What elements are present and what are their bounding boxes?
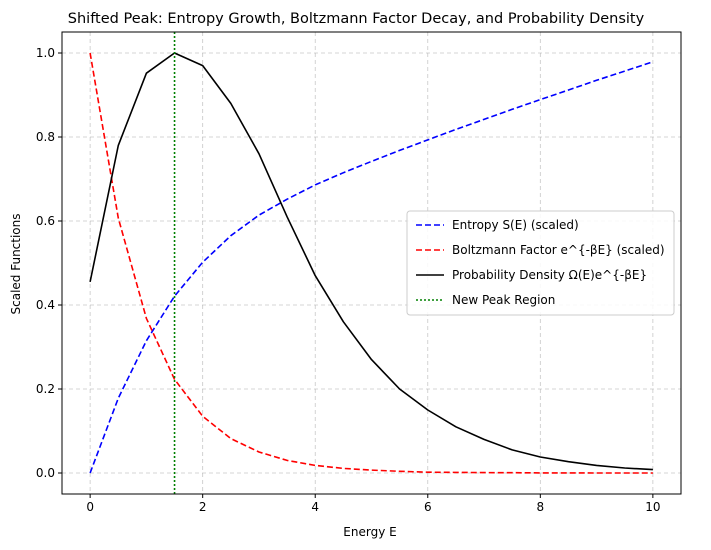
y-tick-label: 0.0 [36,466,55,480]
y-tick-label: 0.2 [36,382,55,396]
x-axis: 0 2 4 6 8 10 [86,494,661,514]
x-tick-label: 6 [424,500,432,514]
y-axis-title: Scaled Functions [9,213,23,314]
y-tick-label: 1.0 [36,46,55,60]
chart-title: Shifted Peak: Entropy Growth, Boltzmann … [68,11,645,27]
legend-frame [406,210,675,316]
legend-label: Probability Density Ω(E)e^{-βE} [452,268,647,282]
x-tick-label: 4 [311,500,319,514]
legend-label: New Peak Region [452,293,555,307]
legend: Entropy S(E) (scaled) Boltzmann Factor e^… [406,210,675,316]
x-axis-title: Energy E [343,525,396,539]
x-tick-label: 2 [199,500,207,514]
x-tick-label: 10 [645,500,660,514]
x-tick-label: 0 [86,500,94,514]
series-line-1 [89,52,653,474]
y-axis: 0.0 0.2 0.4 0.6 0.8 1.0 [36,46,62,480]
x-tick-label: 8 [536,500,544,514]
y-tick-label: 0.8 [36,130,55,144]
series-line-0 [89,61,654,474]
legend-label: Entropy S(E) (scaled) [452,218,579,232]
series-line-2 [89,52,653,471]
plot-frame [61,31,682,495]
legend-label: Boltzmann Factor e^{-βE} (scaled) [452,243,665,257]
series-group [89,32,654,494]
y-tick-label: 0.6 [36,214,55,228]
y-tick-label: 0.4 [36,298,55,312]
